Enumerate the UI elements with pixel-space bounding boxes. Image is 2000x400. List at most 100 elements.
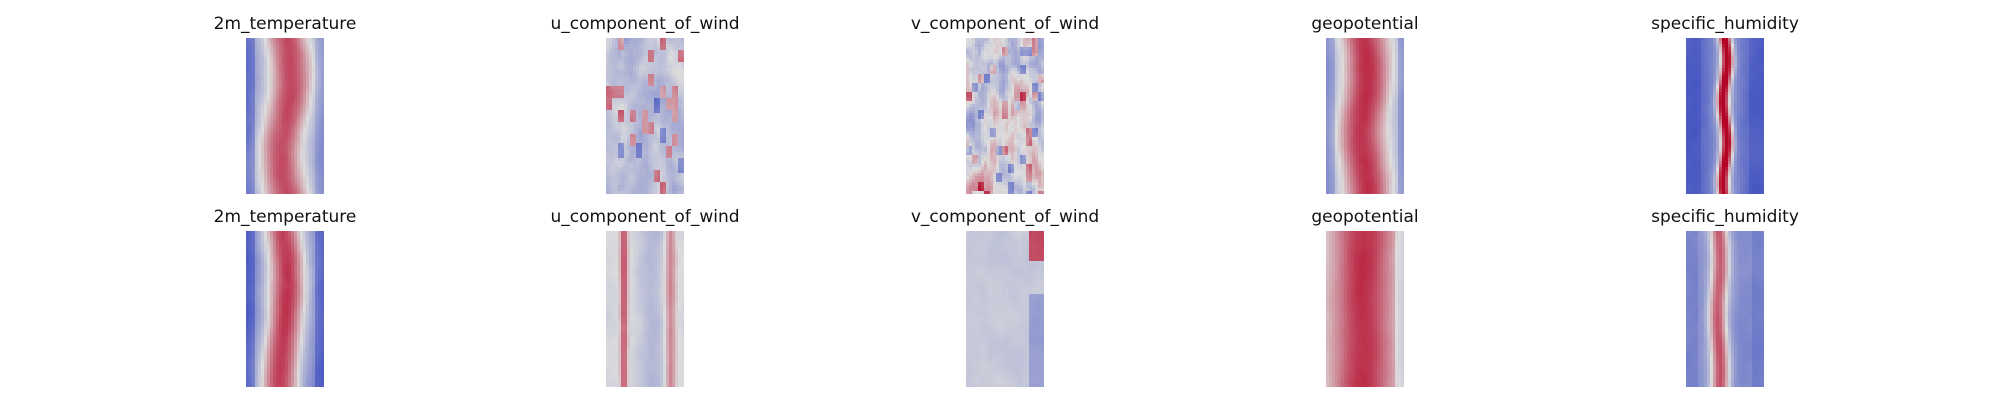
- heatmap-cell: [1362, 56, 1366, 60]
- heatmap-cell: [672, 107, 676, 111]
- heatmap-cell: [279, 146, 283, 150]
- heatmap-cell: [651, 179, 655, 183]
- heatmap-cell: [678, 155, 682, 159]
- heatmap-cell: [1026, 92, 1030, 96]
- heatmap-cell: [648, 188, 652, 192]
- heatmap-cell: [609, 71, 613, 75]
- heatmap-cell: [657, 170, 661, 174]
- heatmap-cell: [1401, 59, 1404, 63]
- heatmap-cell: [294, 80, 298, 84]
- heatmap-cell: [255, 89, 259, 93]
- heatmap-cell: [678, 122, 682, 126]
- heatmap-cell: [285, 50, 289, 54]
- heatmap-cell: [609, 146, 613, 150]
- heatmap-cell: [621, 47, 625, 51]
- heatmap-cell: [669, 38, 673, 42]
- heatmap-cell: [618, 131, 622, 135]
- heatmap-cell: [648, 176, 652, 180]
- heatmap-cell: [309, 50, 313, 54]
- heatmap-cell: [1017, 113, 1021, 117]
- heatmap-cell: [1365, 38, 1369, 42]
- heatmap-cell: [675, 134, 679, 138]
- heatmap-cell: [663, 140, 667, 144]
- heatmap-cell: [996, 167, 1000, 171]
- heatmap-cell: [1041, 47, 1044, 51]
- heatmap-cell: [672, 77, 676, 81]
- heatmap-cell: [987, 137, 991, 141]
- heatmap-cell: [1035, 113, 1039, 117]
- heatmap-cell: [318, 158, 322, 162]
- heatmap-cell: [984, 38, 988, 42]
- heatmap-cell: [645, 137, 649, 141]
- heatmap-cell: [288, 125, 292, 129]
- heatmap-cell: [288, 47, 292, 51]
- heatmap-cell: [252, 191, 256, 194]
- heatmap-cell: [660, 146, 664, 150]
- heatmap-cell: [312, 50, 316, 54]
- heatmap-cell: [1341, 128, 1345, 132]
- heatmap-cell: [621, 74, 625, 78]
- heatmap-cell: [1371, 101, 1375, 105]
- heatmap-cell: [300, 119, 304, 123]
- heatmap-cell: [681, 170, 684, 174]
- heatmap-cell: [630, 38, 634, 42]
- heatmap-cell: [1326, 98, 1330, 102]
- heatmap-cell: [1347, 95, 1351, 99]
- heatmap-cell: [273, 122, 277, 126]
- heatmap-cell: [999, 98, 1003, 102]
- heatmap-cell: [273, 77, 277, 81]
- heatmap-cell: [1335, 98, 1339, 102]
- heatmap-cell: [1332, 53, 1336, 57]
- heatmap-cell: [969, 95, 973, 99]
- heatmap-cell: [1383, 137, 1387, 141]
- heatmap-cell: [1008, 179, 1012, 183]
- heatmap-cell: [1383, 143, 1387, 147]
- heatmap-cell: [282, 122, 286, 126]
- heatmap-cell: [660, 98, 664, 102]
- heatmap-cell: [321, 182, 324, 186]
- heatmap-cell: [1014, 110, 1018, 114]
- heatmap-cell: [609, 47, 613, 51]
- heatmap-cell: [672, 101, 676, 105]
- heatmap-cell: [1362, 143, 1366, 147]
- heatmap-cell: [1341, 62, 1345, 66]
- heatmap-cell: [318, 62, 322, 66]
- heatmap-cell: [675, 68, 679, 72]
- heatmap-cell: [993, 161, 997, 165]
- heatmap-cell: [1008, 146, 1012, 150]
- heatmap-cell: [288, 116, 292, 120]
- heatmap-cell: [1338, 44, 1342, 48]
- heatmap-cell: [264, 125, 268, 129]
- heatmap-cell: [1380, 83, 1384, 87]
- heatmap-cell: [1032, 191, 1036, 194]
- heatmap-cell: [276, 170, 280, 174]
- heatmap-cell: [987, 188, 991, 192]
- heatmap-cell: [264, 98, 268, 102]
- heatmap-cell: [294, 116, 298, 120]
- heatmap-cell: [609, 50, 613, 54]
- heatmap-cell: [1350, 77, 1354, 81]
- heatmap-cell: [312, 107, 316, 111]
- heatmap-cell: [981, 65, 985, 69]
- heatmap-cell: [246, 161, 250, 165]
- heatmap-cell: [1038, 185, 1042, 189]
- heatmap-cell: [660, 116, 664, 120]
- heatmap-cell: [1017, 170, 1021, 174]
- heatmap-cell: [1377, 71, 1381, 75]
- heatmap-cell: [1392, 128, 1396, 132]
- heatmap-cell: [273, 188, 277, 192]
- heatmap-cell: [609, 122, 613, 126]
- heatmap-cell: [966, 68, 970, 72]
- heatmap-cell: [1038, 188, 1042, 192]
- heatmap-cell: [321, 71, 324, 75]
- heatmap-geopotential-row1: [1326, 38, 1404, 194]
- heatmap-cell: [678, 107, 682, 111]
- heatmap-cell: [630, 80, 634, 84]
- heatmap-cell: [1032, 44, 1036, 48]
- heatmap-cell: [669, 107, 673, 111]
- heatmap-cell: [972, 65, 976, 69]
- heatmap-cell: [267, 50, 271, 54]
- heatmap-cell: [1017, 182, 1021, 186]
- heatmap-cell: [606, 77, 610, 81]
- heatmap-cell: [1368, 68, 1372, 72]
